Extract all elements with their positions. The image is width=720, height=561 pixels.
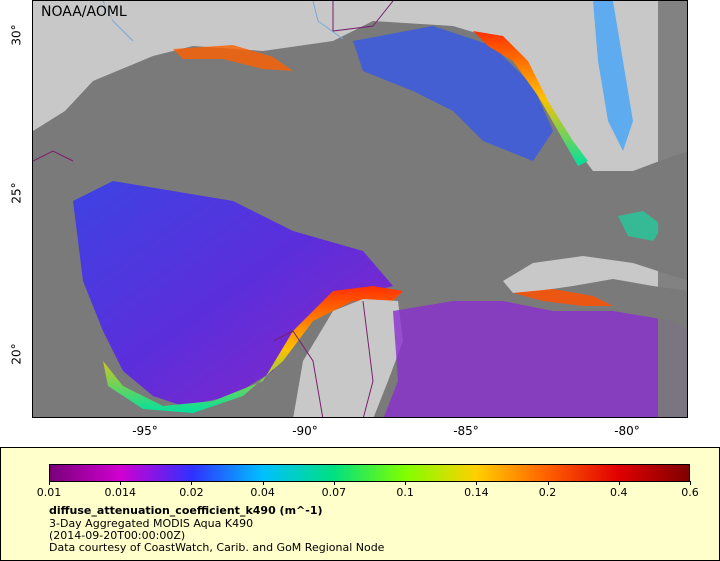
colorbar-tick-mark <box>262 481 264 485</box>
colorbar-tick-label: 0.1 <box>396 486 414 499</box>
country-border <box>362 300 374 417</box>
colorbar-tick-label: 0.02 <box>179 486 204 499</box>
cuba-island <box>503 256 687 293</box>
sea-surface-map <box>33 1 687 417</box>
us-border <box>332 1 394 32</box>
lat-tick-label: 20° <box>9 343 24 365</box>
caribbean-data <box>383 301 687 417</box>
colorbar-tick-label: 0.4 <box>610 486 628 499</box>
sw-gulf-data <box>73 181 393 406</box>
state-border <box>33 150 74 162</box>
bahamas-shelf <box>618 211 663 241</box>
colorbar-tick-label: 0.04 <box>250 486 275 499</box>
colorbar-tick-label: 0.014 <box>104 486 136 499</box>
dataset-label: 3-Day Aggregated MODIS Aqua K490 <box>49 517 254 530</box>
map-panel: NOAA/AOML <box>32 0 688 418</box>
colorbar-tick-mark <box>120 481 122 485</box>
colorbar-tick-mark <box>191 481 193 485</box>
colorbar-tick-mark <box>547 481 549 485</box>
lon-tick-label: -90° <box>292 424 318 438</box>
east-land-strip <box>658 1 687 417</box>
org-label: NOAA/AOML <box>38 4 130 20</box>
colorbar-tick-mark <box>618 481 620 485</box>
yucatan-peninsula <box>293 299 403 417</box>
lat-tick-label: 25° <box>9 182 24 204</box>
colorbar-tick-label: 0.14 <box>464 486 489 499</box>
colorbar <box>49 464 690 482</box>
florida-coast-band <box>473 31 588 166</box>
north-coast-band <box>173 45 293 71</box>
yucatan-coast-band <box>103 286 403 413</box>
lon-tick-label: -80° <box>614 424 640 438</box>
colorbar-tick-label: 0.6 <box>681 486 699 499</box>
lon-tick-label: -85° <box>453 424 479 438</box>
colorbar-tick-mark <box>690 481 691 485</box>
variable-label: diffuse_attenuation_coefficient_k490 (m^… <box>49 504 323 517</box>
colorbar-tick-mark <box>49 481 50 485</box>
colorbar-tick-label: 0.07 <box>321 486 347 499</box>
credit-label: Data courtesy of CoastWatch, Carib. and … <box>49 541 385 554</box>
river <box>312 1 344 40</box>
cuba-coast-band <box>513 289 613 306</box>
lon-tick-label: -95° <box>132 424 158 438</box>
colorbar-tick-mark <box>333 481 335 485</box>
colorbar-tick-label: 0.01 <box>36 486 62 499</box>
country-border <box>272 330 324 417</box>
ne-gulf-data <box>353 26 553 161</box>
colorbar-tick-mark <box>476 481 478 485</box>
colorbar-tick-mark <box>405 481 407 485</box>
legend-panel: diffuse_attenuation_coefficient_k490 (m^… <box>0 447 720 561</box>
atlantic-data <box>593 1 633 151</box>
time-label: (2014-09-20T00:00:00Z) <box>49 529 186 542</box>
lat-tick-label: 30° <box>9 24 24 46</box>
colorbar-tick-label: 0.2 <box>538 486 557 499</box>
